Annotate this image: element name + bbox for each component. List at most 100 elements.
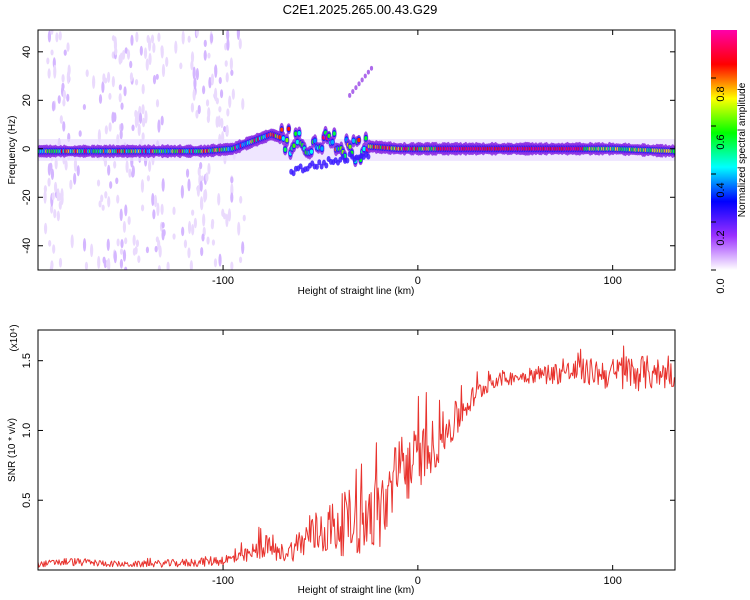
spectrogram-speckle xyxy=(157,119,161,133)
spectrogram-speckle xyxy=(130,34,134,46)
spectrogram-speckle xyxy=(225,124,229,137)
spectrogram-speckle xyxy=(115,177,119,185)
spectrogram-speckle xyxy=(197,104,201,115)
spectrogram-speckle xyxy=(43,222,48,235)
spectrogram-cell xyxy=(360,77,364,83)
spectrogram-speckle xyxy=(98,94,103,104)
snr-x-tick-label: 100 xyxy=(603,575,621,587)
spectrogram-speckle xyxy=(132,234,136,246)
spectrogram-cell xyxy=(283,147,287,152)
spectrogram-speckle xyxy=(223,126,227,133)
spectrogram-speckle xyxy=(241,97,245,111)
colorbar-gradient xyxy=(711,30,737,270)
spectrogram-speckle xyxy=(185,168,190,178)
spectrogram-x-ticks: -100 0 100 xyxy=(212,30,622,287)
spectrogram-cell xyxy=(298,163,303,170)
spectrogram-speckle xyxy=(84,261,89,270)
spectrogram-speckle xyxy=(111,76,115,88)
spectrogram-speckle xyxy=(210,221,214,230)
spectrogram-speckle xyxy=(157,32,161,42)
spectrogram-cell xyxy=(309,149,314,154)
spectrogram-y-label: Frequency (Hz) xyxy=(7,116,18,185)
spectrogram-speckle xyxy=(191,209,195,216)
spectrogram-speckle xyxy=(53,209,57,219)
spectrogram-cell xyxy=(357,81,361,87)
spectrogram-speckle xyxy=(108,92,112,100)
spectrogram-speckle xyxy=(220,117,224,129)
spectrogram-speckle xyxy=(231,88,235,100)
spectrogram-speckle xyxy=(48,239,52,247)
spectrogram-speckle xyxy=(123,86,127,97)
spectrogram-speckle xyxy=(160,203,164,215)
spectrogram-speckle xyxy=(180,184,184,199)
spectrogram-speckle xyxy=(67,64,71,76)
spectrogram-speckle xyxy=(98,200,102,208)
spectrogram-y-tick-label: -20 xyxy=(21,189,33,205)
spectrogram-speckle xyxy=(165,56,169,68)
snr-x-tick-label: -100 xyxy=(212,575,234,587)
spectrogram-speckle xyxy=(158,245,162,258)
spectrogram-speckle xyxy=(62,121,66,132)
spectrogram-speckle xyxy=(155,99,160,108)
spectrogram-y-tick-label: 40 xyxy=(21,46,33,58)
spectrogram-speckle xyxy=(230,261,234,270)
spectrogram-speckle xyxy=(90,243,94,258)
spectrogram-speckle xyxy=(210,33,214,44)
spectrogram-speckle xyxy=(137,123,141,137)
spectrogram-speckle xyxy=(134,246,138,255)
spectrogram-speckle xyxy=(125,160,129,174)
spectrogram-speckle xyxy=(129,60,133,69)
spectrogram-speckle xyxy=(225,213,229,228)
spectrogram-speckle xyxy=(213,258,218,268)
spectrogram-speckle xyxy=(61,73,65,83)
spectrogram-content xyxy=(38,30,675,270)
spectrogram-speckle xyxy=(113,250,117,264)
spectrogram-speckle xyxy=(218,106,222,113)
snr-series-line xyxy=(38,345,675,568)
spectrogram-speckle xyxy=(64,159,68,171)
spectrogram-speckle xyxy=(46,57,50,65)
spectrogram-speckle xyxy=(192,88,196,101)
spectrogram-speckle xyxy=(124,47,128,54)
spectrogram-speckle xyxy=(126,49,131,60)
spectrogram-cell xyxy=(330,139,335,145)
spectrogram-speckle xyxy=(76,165,80,177)
spectrogram-speckle xyxy=(118,93,122,103)
spectrogram-speckle xyxy=(218,76,222,85)
spectrogram-speckle xyxy=(56,210,60,222)
spectrogram-speckle xyxy=(137,255,141,263)
spectrogram-speckle xyxy=(124,237,128,245)
spectrogram-speckle xyxy=(51,192,55,201)
spectrogram-cell xyxy=(364,136,368,141)
spectrogram-speckle xyxy=(73,172,77,185)
spectrogram-speckle xyxy=(82,238,87,252)
spectrogram-speckle xyxy=(153,194,158,208)
spectrogram-y-tick-label: 20 xyxy=(21,94,33,106)
spectrogram-speckle xyxy=(195,30,199,38)
spectrogram-speckle xyxy=(54,158,58,170)
spectrogram-cell xyxy=(294,131,298,136)
spectrogram-cell xyxy=(320,146,324,151)
spectrogram-speckle xyxy=(210,73,215,86)
spectrogram-speckle xyxy=(53,64,57,79)
spectrogram-cell xyxy=(332,131,336,136)
colorbar-tick-label: 0.6 xyxy=(715,134,727,149)
spectrogram-y-ticks: -40 -20 0 20 40 xyxy=(21,46,675,254)
spectrogram-speckle xyxy=(218,253,222,267)
snr-panel: -100 0 100 0.5 1.0 1.5 Height of straight li… xyxy=(7,324,676,596)
spectrogram-speckle xyxy=(52,244,56,254)
spectrogram-cell xyxy=(280,127,284,132)
spectrogram-speckle xyxy=(43,189,47,204)
spectrogram-speckle xyxy=(57,192,62,201)
spectrogram-speckle xyxy=(154,245,158,253)
spectrogram-speckle xyxy=(143,47,148,60)
spectrogram-cell xyxy=(314,163,319,170)
spectrogram-speckle xyxy=(43,185,47,193)
spectrogram-speckle xyxy=(109,181,113,189)
snr-y-label: SNR (10 * v/v) xyxy=(7,418,18,482)
spectrogram-cell xyxy=(278,135,282,140)
snr-frame xyxy=(37,329,676,571)
spectrogram-speckle xyxy=(201,233,205,242)
spectrogram-speckle xyxy=(131,165,135,178)
